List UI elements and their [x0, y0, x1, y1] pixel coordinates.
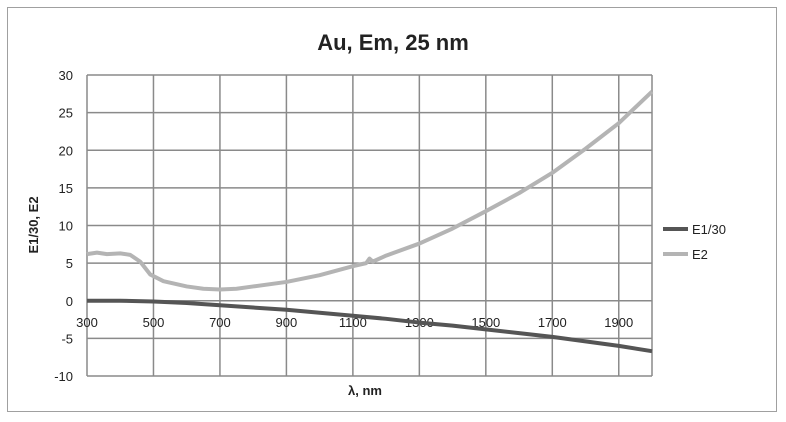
x-tick-label: 500 [143, 315, 165, 330]
y-tick-label: -5 [61, 331, 73, 346]
x-tick-label: 1100 [339, 315, 367, 330]
legend-label: E2 [692, 247, 708, 262]
x-tick-label: 300 [76, 315, 98, 330]
y-tick-label: 10 [59, 219, 73, 234]
y-tick-label: 0 [66, 294, 73, 309]
y-tick-label: 20 [59, 143, 73, 158]
x-tick-label: 1900 [604, 315, 633, 330]
x-tick-label: 700 [209, 315, 231, 330]
chart-frame [7, 7, 777, 412]
y-tick-label: 5 [66, 256, 73, 271]
chart-title: Au, Em, 25 nm [317, 30, 469, 55]
series-line-E2 [86, 90, 654, 292]
y-tick-label: -10 [54, 369, 73, 384]
x-tick-label: 1700 [538, 315, 567, 330]
x-tick-label: 1500 [471, 315, 500, 330]
legend-label: E1/30 [692, 222, 726, 237]
x-axis-label: λ, nm [348, 383, 382, 398]
y-tick-label: 25 [59, 106, 73, 121]
x-tick-label: 900 [276, 315, 298, 330]
y-tick-label: 15 [59, 181, 73, 196]
y-tick-label: 30 [59, 68, 73, 83]
series-line-E1/30 [87, 298, 653, 354]
y-axis-label: E1/30, E2 [26, 196, 41, 253]
